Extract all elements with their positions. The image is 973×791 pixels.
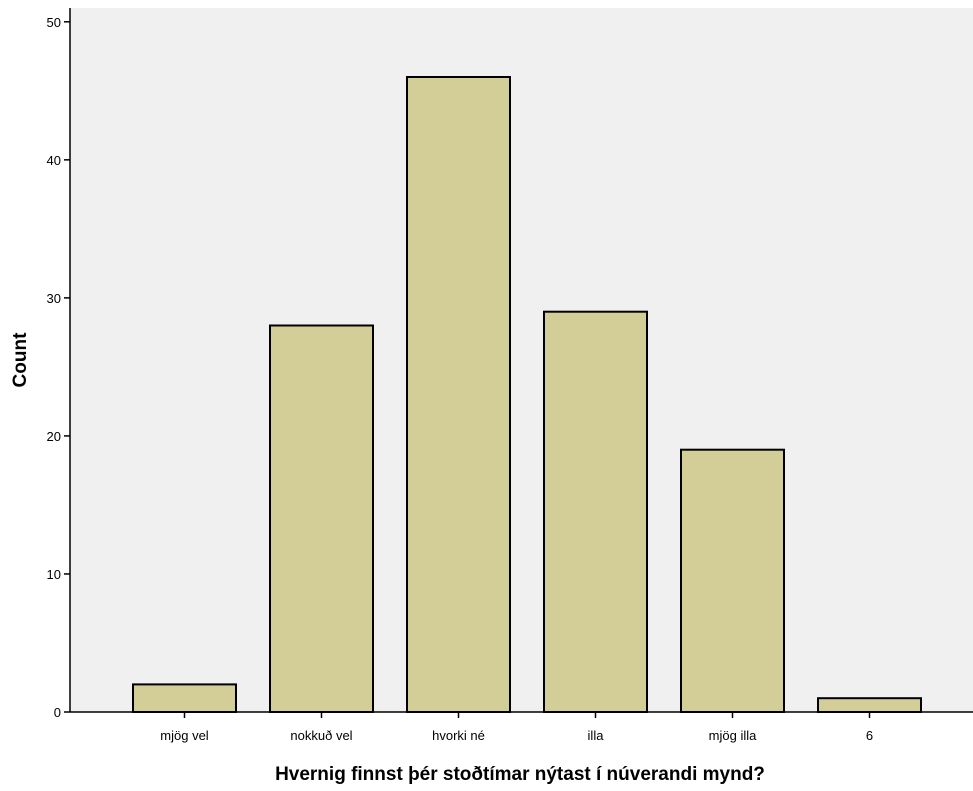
bar-mjög-illa (680, 448, 785, 713)
y-tick-label: 10 (47, 567, 61, 582)
x-tick-label: 6 (866, 728, 873, 743)
y-tick-label: 20 (47, 429, 61, 444)
x-tick-label: nokkuð vel (290, 728, 352, 743)
x-tick-label: illa (588, 728, 605, 743)
x-tick-label: mjög vel (160, 728, 209, 743)
x-tick-label: mjög illa (709, 728, 757, 743)
bar-nokkuð-vel (269, 324, 374, 713)
y-tick-label: 40 (47, 153, 61, 168)
bar-illa (543, 310, 648, 713)
x-axis-title: Hvernig finnst þér stoðtímar nýtast í nú… (275, 764, 765, 785)
y-tick-label: 0 (54, 705, 61, 720)
bars-group (132, 76, 922, 714)
y-axis-title: Count (10, 332, 31, 388)
bar-mjög-vel (132, 683, 237, 714)
bar-hvorki-né (406, 76, 511, 713)
y-tick-label: 30 (47, 291, 61, 306)
y-tick-label: 50 (47, 15, 61, 30)
y-axis: 0 10 20 30 40 50 (47, 8, 71, 720)
plot-area-background (70, 8, 973, 712)
x-axis: mjög vel nokkuð vel hvorki né illa mjög illa… (70, 711, 973, 743)
bar-6 (817, 697, 922, 714)
x-tick-label: hvorki né (432, 728, 485, 743)
